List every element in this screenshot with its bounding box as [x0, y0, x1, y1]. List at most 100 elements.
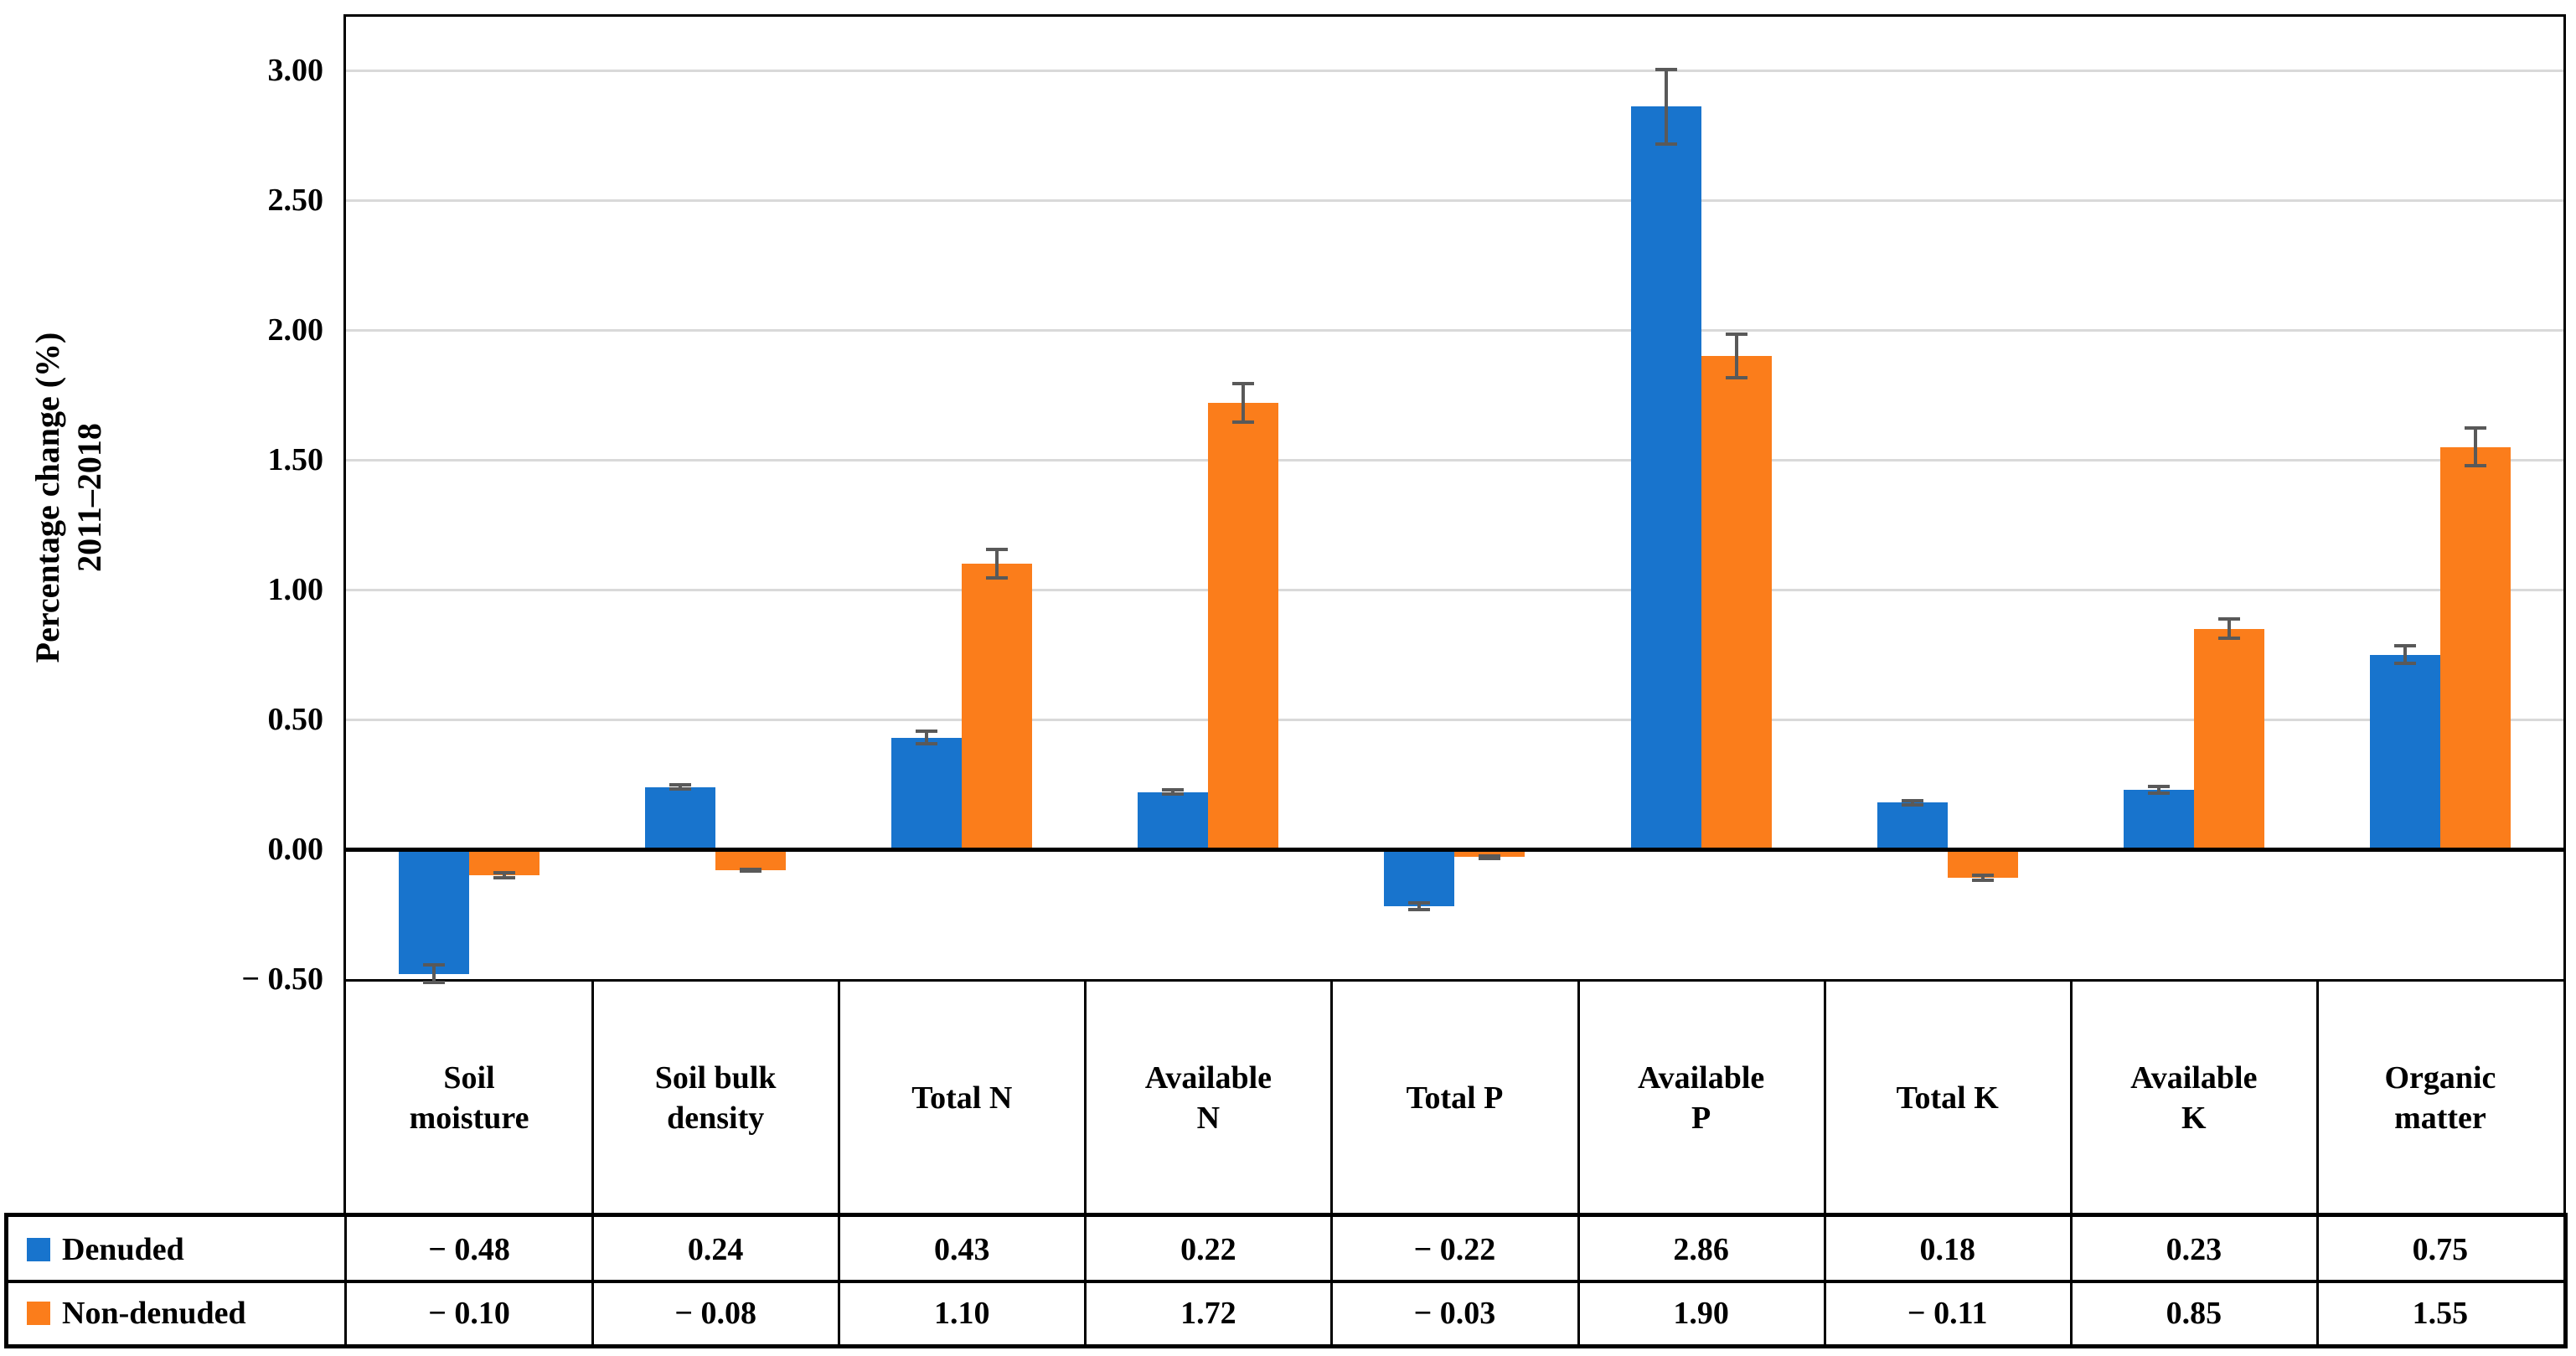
bar-denuded-1: [645, 786, 716, 849]
error-bar-cap-bottom: [1232, 420, 1255, 424]
error-bar-cap-top: [423, 963, 445, 967]
error-bar: [679, 782, 683, 791]
gridline: [346, 199, 2563, 202]
category-label-line: Total P: [1406, 1080, 1504, 1116]
category-label-line: density: [667, 1101, 765, 1136]
category-label-line: Available: [1637, 1060, 1765, 1096]
bar-non-denuded-6: [1947, 849, 2018, 879]
error-bar-cap-bottom: [1162, 792, 1185, 797]
error-bar-cap-top: [1162, 788, 1185, 792]
bar-denuded-4: [1384, 849, 1455, 907]
error-bar-cap-top: [2147, 784, 2170, 788]
table-value-cell: 0.24: [687, 1231, 744, 1267]
error-bar: [995, 548, 999, 580]
bar-non-denuded-0: [469, 849, 539, 875]
error-bar-cap-bottom: [1725, 375, 1747, 379]
error-bar: [1242, 382, 1246, 424]
category-label-line: Soil: [443, 1060, 495, 1096]
table-column-divider: [838, 1217, 841, 1344]
table-column-divider: [591, 1217, 595, 1344]
category-cell: Available P: [1578, 979, 1825, 1217]
legend-swatch-non-denuded: [27, 1301, 50, 1325]
category-label-line: Available: [1144, 1060, 1273, 1096]
category-cell: Soil moisture: [346, 979, 592, 1217]
legend-label: Non-denuded: [62, 1295, 246, 1331]
table-value-cell: 2.86: [1673, 1231, 1729, 1267]
bar-non-denuded-3: [1208, 402, 1279, 849]
category-divider: [838, 979, 841, 1217]
y-tick-label: 0.00: [267, 832, 324, 867]
gridline: [346, 70, 2563, 72]
y-tick-label: 2.00: [267, 312, 324, 348]
error-bar-cap-bottom: [2147, 791, 2170, 795]
table-column-divider: [2069, 1217, 2073, 1344]
error-bar-cap-top: [1725, 333, 1747, 337]
category-cell: Available K: [2071, 979, 2317, 1217]
table-value-cell: 0.23: [2166, 1231, 2222, 1267]
category-cell: Total P: [1331, 979, 1577, 1217]
error-bar-cap-bottom: [1971, 878, 1994, 882]
error-bar-cap-bottom: [493, 875, 515, 879]
category-cell: Total K: [1825, 979, 2071, 1217]
legend-swatch-denuded: [27, 1237, 50, 1261]
y-tick-label: − 0.50: [241, 962, 323, 997]
error-bar-cap-bottom: [2393, 661, 2416, 665]
category-label-line: P: [1691, 1101, 1711, 1136]
table-value-cell: 1.72: [1180, 1295, 1236, 1331]
category-label-line: K: [2181, 1101, 2207, 1136]
bar-non-denuded-7: [2193, 628, 2264, 849]
table-legend-divider: [344, 1217, 347, 1344]
bar-denuded-6: [1877, 802, 1948, 849]
table-value-cell: 0.85: [2166, 1295, 2222, 1331]
bar-non-denuded-2: [962, 564, 1033, 849]
category-cell: Soil bulk density: [592, 979, 839, 1217]
error-bar: [1910, 798, 1914, 807]
error-bar: [2156, 784, 2160, 795]
error-bar: [2473, 425, 2477, 468]
error-bar-cap-bottom: [1655, 142, 1677, 146]
error-bar: [1664, 67, 1668, 146]
error-bar-cap-top: [1901, 798, 1923, 802]
bar-denuded-8: [2369, 654, 2440, 849]
category-header-row: Soil moisture Soil bulk density Total N Avail…: [343, 979, 2566, 1217]
category-label-line: Organic: [2384, 1060, 2496, 1096]
table-value-cell: − 0.03: [1413, 1295, 1496, 1331]
category-divider: [2069, 979, 2073, 1217]
error-bar-cap-top: [1655, 67, 1677, 71]
error-bar-cap-bottom: [1901, 802, 1923, 807]
legend-label: Denuded: [62, 1231, 184, 1267]
table-value-cell: 1.10: [934, 1295, 990, 1331]
table-value-cell: 0.18: [1919, 1231, 1975, 1267]
table-value-cell: − 0.22: [1413, 1231, 1496, 1267]
category-label-line: matter: [2394, 1101, 2486, 1136]
category-divider: [2315, 979, 2319, 1217]
gridline: [346, 459, 2563, 461]
y-tick-label: 0.50: [267, 702, 324, 737]
category-divider: [1330, 979, 1334, 1217]
error-bar-cap-bottom: [986, 575, 1009, 580]
error-bar-cap-top: [2217, 616, 2240, 621]
category-label-line: N: [1196, 1101, 1221, 1136]
error-bar: [503, 871, 506, 879]
legend-row-non-denuded: Non-denuded: [8, 1281, 346, 1344]
category-label-line: Available: [2130, 1060, 2258, 1096]
category-divider: [1084, 979, 1087, 1217]
table-value-cell: 0.43: [934, 1231, 990, 1267]
table-row-divider: [8, 1280, 2563, 1283]
gridline: [346, 329, 2563, 332]
category-cell: Organic matter: [2317, 979, 2563, 1217]
zero-line: [343, 848, 2566, 852]
bar-denuded-0: [399, 849, 469, 974]
category-label-line: Total K: [1896, 1080, 1999, 1116]
error-bar: [2227, 616, 2231, 641]
error-bar-cap-top: [2464, 425, 2486, 430]
table-value-cell: 0.22: [1180, 1231, 1236, 1267]
table-value-cell: − 0.11: [1907, 1295, 1988, 1331]
bar-non-denuded-8: [2439, 446, 2511, 849]
error-bar-cap-top: [493, 871, 515, 875]
table-column-divider: [1577, 1217, 1580, 1344]
bar-non-denuded-1: [715, 849, 787, 870]
error-bar-cap-bottom: [1408, 908, 1431, 912]
error-bar: [1417, 901, 1422, 912]
y-axis-title: Percentage change (%) 2011–2018: [27, 333, 111, 663]
